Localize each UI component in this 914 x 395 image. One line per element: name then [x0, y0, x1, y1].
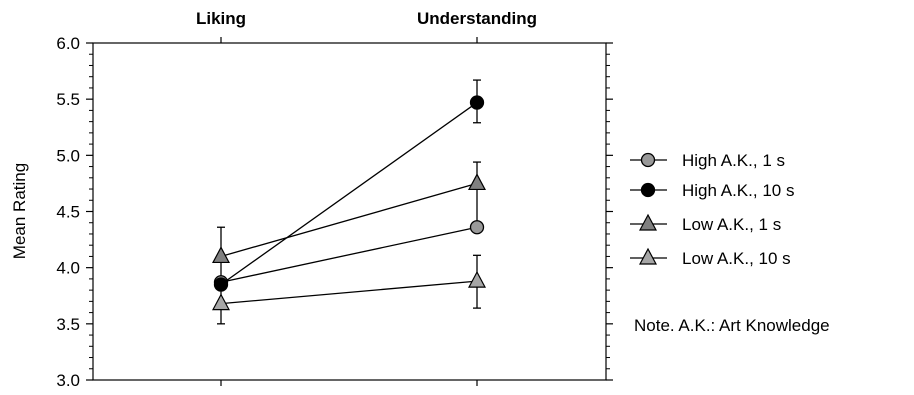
legend-label: High A.K., 10 s — [682, 181, 794, 200]
data-point — [212, 293, 230, 311]
y-tick-label: 4.5 — [56, 203, 80, 222]
series-markers — [211, 95, 486, 311]
data-point — [469, 220, 485, 235]
y-tick-label: 6.0 — [56, 34, 80, 53]
legend: High A.K., 1 s High A.K., 10 s Low A.K., 1… — [630, 151, 794, 268]
series-lines — [220, 102, 478, 305]
data-point — [469, 95, 485, 110]
category-label-liking: Liking — [196, 9, 246, 28]
series-line — [220, 226, 478, 283]
y-axis: 3.0 3.5 4.0 4.5 5.0 5.5 6.0 — [56, 34, 613, 390]
legend-label: Low A.K., 10 s — [682, 249, 791, 268]
note-text: Note. A.K.: Art Knowledge — [634, 316, 830, 335]
legend-marker — [639, 213, 657, 231]
legend-marker — [639, 247, 657, 265]
error-bars — [217, 79, 481, 325]
y-tick-label: 4.0 — [56, 259, 80, 278]
data-point — [468, 270, 486, 288]
data-point — [211, 246, 231, 264]
y-axis-title: Mean Rating — [10, 163, 29, 259]
category-label-understanding: Understanding — [417, 9, 537, 28]
legend-marker — [640, 152, 656, 168]
legend-marker — [640, 182, 656, 198]
legend-label: High A.K., 1 s — [682, 151, 785, 170]
data-point — [213, 277, 229, 292]
y-tick-label: 3.5 — [56, 315, 80, 334]
y-tick-label: 3.0 — [56, 371, 80, 390]
legend-label: Low A.K., 1 s — [682, 215, 781, 234]
series-line — [220, 280, 478, 305]
series-line — [220, 182, 478, 258]
y-tick-label: 5.5 — [56, 90, 80, 109]
plot-frame — [92, 42, 607, 381]
data-point — [468, 173, 486, 191]
series-line — [220, 102, 478, 286]
y-tick-label: 5.0 — [56, 146, 80, 165]
